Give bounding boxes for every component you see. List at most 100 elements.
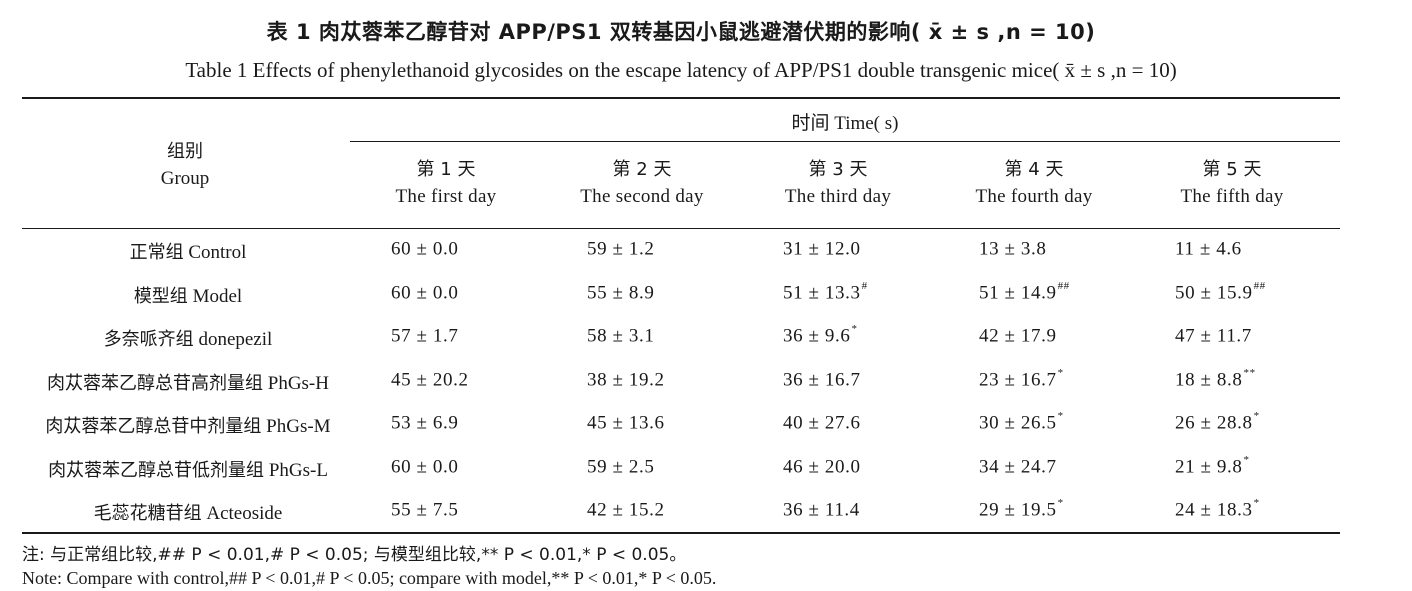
cell-value: 50 ± 15.9 [1175,282,1253,304]
value-cell-day-3: 46 ± 20.0 [783,456,862,478]
cell-value: 34 ± 24.7 [979,456,1057,478]
cell-value: 31 ± 12.0 [783,238,861,260]
value-cell-day-3: 40 ± 27.6 [783,412,862,434]
table-row: 正常组 Control 60 ± 0.0 59 ± 1.2 31 ± 12.0 13 ±… [0,238,1412,278]
day-header-2: 第 2 天 The second day [544,158,740,212]
significance-mark: # [861,280,868,292]
footnote-en: Note: Compare with control,## P < 0.01,#… [22,568,717,588]
value-cell-day-2: 55 ± 8.9 [587,282,655,304]
value-cell-day-3: 36 ± 9.6* [783,323,858,347]
bottom-rule [22,532,1340,534]
value-cell-day-4: 23 ± 16.7* [979,367,1064,391]
value-cell-day-1: 55 ± 7.5 [391,499,459,521]
cell-value: 59 ± 2.5 [587,456,655,478]
cell-value: 36 ± 9.6 [783,325,851,347]
group-name-cn: 多奈哌齐组 [103,329,194,350]
group-name-cn: 肉苁蓉苯乙醇总苷高剂量组 [47,373,263,394]
day-header-en: The fifth day [1180,186,1284,207]
value-cell-day-5: 26 ± 28.8* [1175,410,1260,434]
day-header-cn: 第 4 天 [1004,159,1064,180]
cell-value: 47 ± 11.7 [1175,325,1252,347]
group-name: 毛蕊花糖苷组 Acteoside [18,499,358,525]
value-cell-day-4: 51 ± 14.9## [979,280,1070,304]
day-header-en: The third day [784,186,892,207]
table-title-en: Table 1 Effects of phenylethanoid glycos… [185,58,1177,82]
value-cell-day-3: 31 ± 12.0 [783,238,862,260]
group-name: 多奈哌齐组 donepezil [18,325,358,351]
group-name-en: Acteoside [206,503,283,524]
value-cell-day-4: 34 ± 24.7 [979,456,1058,478]
footnote-cn: 注: 与正常组比较,## P < 0.01,# P < 0.05; 与模型组比较… [22,545,687,565]
time-subheader-rule [350,141,1340,142]
cell-value: 36 ± 11.4 [783,499,860,521]
value-cell-day-4: 30 ± 26.5* [979,410,1064,434]
cell-value: 38 ± 19.2 [587,369,665,391]
header-rule [22,228,1340,229]
group-name-cn: 肉苁蓉苯乙醇总苷中剂量组 [45,416,262,437]
value-cell-day-4: 13 ± 3.8 [979,238,1047,260]
day-header-cn: 第 1 天 [416,159,476,180]
time-header: 时间 Time( s) [791,113,899,134]
day-header-cn: 第 5 天 [1202,159,1262,180]
group-name-en: Control [188,242,247,263]
group-name-en: PhGs-L [268,460,328,481]
group-name-cn: 正常组 [129,242,184,263]
day-header-en: The first day [395,186,497,207]
group-name-cn: 模型组 [133,286,188,307]
table-row: 多奈哌齐组 donepezil 57 ± 1.7 58 ± 3.1 36 ± 9.6*… [0,323,1412,365]
group-name-en: donepezil [198,329,273,350]
cell-value: 60 ± 0.0 [391,282,459,304]
value-cell-day-1: 60 ± 0.0 [391,238,459,260]
cell-value: 23 ± 16.7 [979,369,1057,391]
significance-mark: * [1243,454,1250,466]
significance-mark: * [851,323,858,335]
value-cell-day-5: 47 ± 11.7 [1175,325,1253,347]
group-name-cn: 肉苁蓉苯乙醇总苷低剂量组 [48,460,265,481]
cell-value: 51 ± 13.3 [783,282,861,304]
group-header-en: Group [160,168,210,189]
top-rule [22,97,1340,99]
day-header-en: The second day [580,186,704,207]
value-cell-day-1: 60 ± 0.0 [391,282,459,304]
cell-value: 60 ± 0.0 [391,238,459,260]
value-cell-day-2: 59 ± 1.2 [587,238,655,260]
value-cell-day-1: 57 ± 1.7 [391,325,459,347]
value-cell-day-2: 42 ± 15.2 [587,499,666,521]
group-name-en: Model [192,286,243,307]
day-header-1: 第 1 天 The first day [348,158,544,212]
group-name: 肉苁蓉苯乙醇总苷中剂量组 PhGs-M [18,412,358,438]
significance-mark: * [1253,497,1260,509]
cell-value: 24 ± 18.3 [1175,499,1253,521]
value-cell-day-5: 50 ± 15.9## [1175,280,1266,304]
group-name-en: PhGs-M [266,416,331,437]
cell-value: 11 ± 4.6 [1175,238,1242,260]
cell-value: 30 ± 26.5 [979,412,1057,434]
cell-value: 36 ± 16.7 [783,369,861,391]
value-cell-day-1: 60 ± 0.0 [391,456,459,478]
group-name: 正常组 Control [18,238,358,264]
value-cell-day-3: 36 ± 11.4 [783,499,861,521]
value-cell-day-5: 11 ± 4.6 [1175,238,1243,260]
value-cell-day-1: 45 ± 20.2 [391,369,470,391]
significance-mark: ## [1057,280,1070,292]
value-cell-day-5: 18 ± 8.8** [1175,367,1256,391]
table-row: 模型组 Model 60 ± 0.0 55 ± 8.9 51 ± 13.3# 51 ± … [0,280,1412,322]
cell-value: 13 ± 3.8 [979,238,1047,260]
value-cell-day-2: 59 ± 2.5 [587,456,655,478]
group-name-cn: 毛蕊花糖苷组 [93,503,202,524]
group-name-en: PhGs-H [267,373,329,394]
significance-mark: ## [1253,280,1266,292]
cell-value: 57 ± 1.7 [391,325,459,347]
day-header-5: 第 5 天 The fifth day [1134,158,1330,212]
group-name: 肉苁蓉苯乙醇总苷高剂量组 PhGs-H [18,369,358,395]
cell-value: 51 ± 14.9 [979,282,1057,304]
significance-mark: ** [1243,367,1256,379]
day-header-4: 第 4 天 The fourth day [936,158,1132,212]
cell-value: 46 ± 20.0 [783,456,861,478]
cell-value: 42 ± 15.2 [587,499,665,521]
significance-mark: * [1057,497,1064,509]
significance-mark: * [1057,367,1064,379]
value-cell-day-2: 58 ± 3.1 [587,325,655,347]
table-row: 肉苁蓉苯乙醇总苷低剂量组 PhGs-L 60 ± 0.0 59 ± 2.5 46 ± … [0,454,1412,496]
significance-mark: * [1057,410,1064,422]
